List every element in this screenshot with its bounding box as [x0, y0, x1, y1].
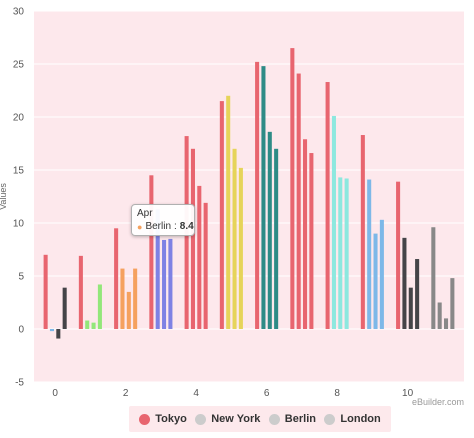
bar-tokyo[interactable] — [431, 227, 436, 329]
bar-tokyo[interactable] — [360, 135, 365, 329]
bar-london[interactable] — [203, 202, 208, 329]
legend-label: New York — [211, 413, 261, 425]
bar-berlin[interactable] — [91, 322, 96, 329]
y-tick-label: 0 — [18, 325, 24, 336]
bar-new-york[interactable] — [190, 148, 195, 329]
bar-tokyo[interactable] — [396, 181, 401, 329]
bar-berlin[interactable] — [408, 287, 413, 329]
legend-label: London — [340, 413, 381, 425]
bar-london[interactable] — [62, 287, 67, 329]
bar-berlin[interactable] — [232, 148, 237, 329]
bar-new-york[interactable] — [367, 179, 372, 329]
bar-london[interactable] — [309, 153, 314, 329]
bar-london[interactable] — [168, 238, 173, 329]
legend-label: Berlin — [284, 413, 316, 425]
legend-item-berlin[interactable]: Berlin — [268, 413, 316, 425]
bar-new-york[interactable] — [49, 329, 55, 332]
bar-new-york[interactable] — [155, 209, 160, 329]
bar-tokyo[interactable] — [43, 254, 48, 329]
bar-london[interactable] — [133, 268, 138, 329]
y-tick-label: 15 — [13, 166, 25, 177]
bar-berlin[interactable] — [126, 291, 131, 329]
watermark: eBuilder.com — [411, 397, 464, 407]
bar-london[interactable] — [238, 167, 243, 329]
x-tick-label: 0 — [52, 388, 58, 399]
y-tick-label: 10 — [13, 219, 25, 230]
bar-london[interactable] — [379, 219, 384, 329]
legend-swatch-icon — [324, 413, 336, 425]
bar-tokyo[interactable] — [219, 101, 224, 329]
bar-new-york[interactable] — [261, 66, 266, 330]
x-tick-label: 2 — [123, 388, 129, 399]
y-tick-label: 30 — [13, 7, 25, 18]
y-tick-label: 5 — [18, 272, 24, 283]
bar-tokyo[interactable] — [290, 48, 295, 329]
bar-london[interactable] — [450, 278, 455, 329]
y-axis-title: Values — [0, 183, 8, 210]
legend: Tokyo New York Berlin London — [129, 406, 391, 432]
bar-berlin[interactable] — [443, 318, 449, 329]
bar-new-york[interactable] — [226, 95, 231, 329]
legend-swatch-icon — [268, 413, 280, 425]
bar-london[interactable] — [415, 259, 420, 329]
bar-berlin[interactable] — [162, 239, 167, 329]
tooltip-series-name: Berlin — [145, 221, 172, 232]
bar-tokyo[interactable] — [78, 255, 83, 329]
legend-swatch-icon — [195, 413, 207, 425]
bar-tokyo[interactable] — [149, 175, 154, 329]
x-axis-ticks: 0 2 4 6 8 10 — [52, 388, 413, 399]
legend-swatch-icon — [139, 413, 151, 425]
y-axis-ticks: -5 0 5 10 15 20 25 30 — [13, 7, 25, 389]
tooltip-header: Apr — [137, 208, 153, 219]
bar-new-york[interactable] — [120, 268, 125, 329]
bar-new-york[interactable] — [296, 73, 301, 329]
y-tick-label: 25 — [13, 60, 25, 71]
bar-tokyo[interactable] — [325, 82, 330, 330]
tooltip-series-dot-icon: ● — [137, 221, 143, 232]
y-tick-label: 20 — [13, 113, 25, 124]
bar-berlin[interactable] — [197, 185, 202, 329]
bar-berlin[interactable] — [303, 139, 308, 329]
bar-berlin[interactable] — [267, 131, 272, 329]
bar-new-york[interactable] — [437, 302, 442, 330]
bar-tokyo[interactable] — [255, 61, 260, 329]
bar-london[interactable] — [274, 148, 279, 329]
bar-new-york[interactable] — [402, 237, 407, 329]
legend-item-new-york[interactable]: New York — [195, 413, 260, 425]
x-tick-label: 6 — [264, 388, 270, 399]
plot-background — [34, 11, 464, 382]
legend-item-london[interactable]: London — [324, 413, 381, 425]
bar-berlin[interactable] — [338, 177, 343, 329]
gridlines — [34, 10, 464, 383]
x-tick-label: 4 — [193, 388, 199, 399]
bar-london[interactable] — [344, 178, 349, 329]
legend-item-tokyo[interactable]: Tokyo — [139, 413, 187, 425]
legend-label: Tokyo — [155, 413, 187, 425]
x-tick-label: 8 — [334, 388, 340, 399]
bar-berlin[interactable] — [373, 233, 378, 329]
tooltip: Apr ● Berlin: 8.4 — [131, 204, 195, 236]
bar-new-york[interactable] — [85, 320, 90, 329]
bar-berlin[interactable] — [56, 329, 61, 339]
y-tick-label: -5 — [15, 378, 24, 389]
bar-london[interactable] — [97, 284, 102, 329]
bar-tokyo[interactable] — [114, 228, 119, 329]
tooltip-row: ● Berlin: 8.4 — [137, 221, 194, 232]
tooltip-value: 8.4 — [179, 221, 194, 232]
x-tick-label: 10 — [402, 388, 414, 399]
bar-new-york[interactable] — [331, 115, 336, 329]
